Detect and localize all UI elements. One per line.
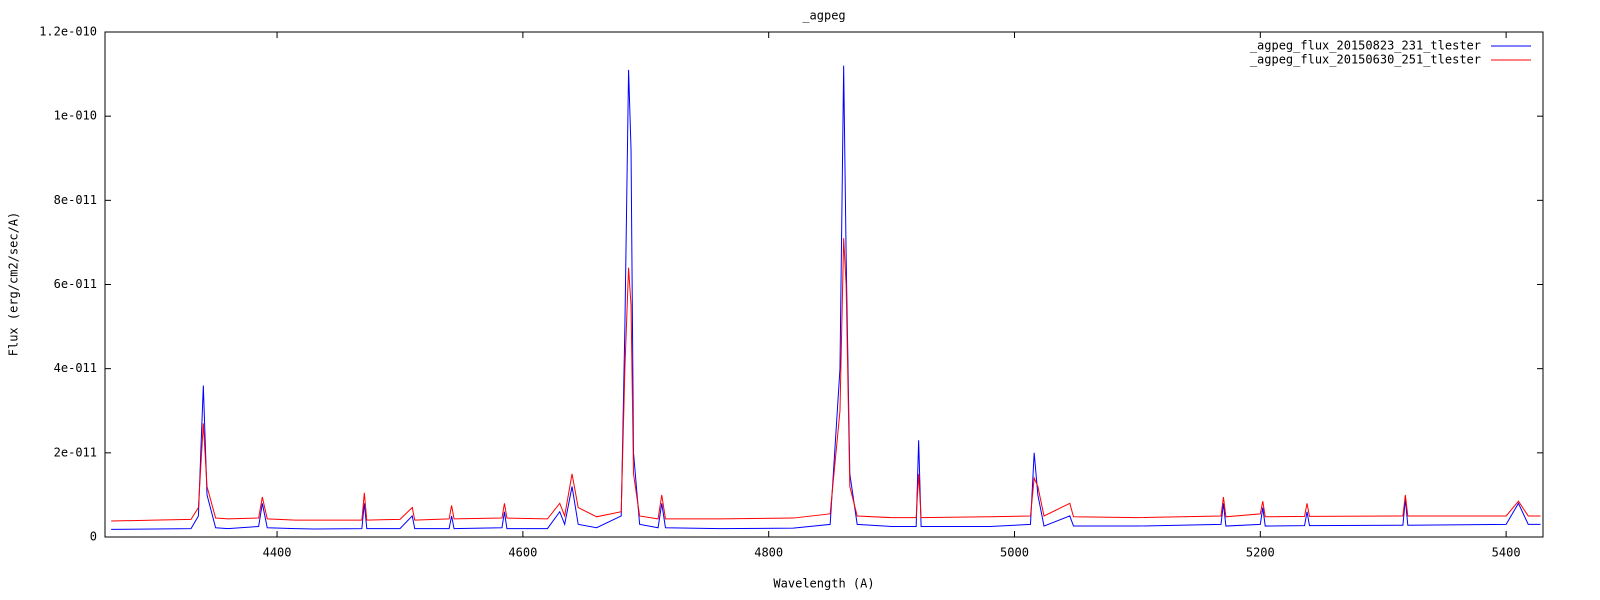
x-axis-label: Wavelength (A) [773, 577, 874, 591]
y-tick-label: 1.2e-010 [39, 25, 97, 39]
x-tick-label: 5400 [1492, 546, 1521, 560]
series-line [111, 238, 1541, 522]
x-tick-label: 5200 [1246, 546, 1275, 560]
y-axis-label: Flux (erg/cm2/sec/A) [7, 212, 21, 357]
x-tick-label: 4600 [508, 546, 537, 560]
x-tick-label: 4400 [263, 546, 292, 560]
legend-label: _agpeg_flux_20150823_231_tlester [1250, 39, 1481, 53]
x-tick-label: 4800 [754, 546, 783, 560]
x-tick-label: 5000 [1000, 546, 1029, 560]
plot-frame [104, 31, 1544, 538]
series-line [111, 65, 1541, 530]
chart-title: _agpeg [802, 9, 845, 23]
y-tick-label: 6e-011 [54, 277, 97, 291]
y-tick-label: 8e-011 [54, 193, 97, 207]
y-tick-label: 1e-010 [54, 109, 97, 123]
y-tick-label: 2e-011 [54, 445, 97, 459]
y-tick-label: 4e-011 [54, 361, 97, 375]
legend-label: _agpeg_flux_20150630_251_tlester [1250, 53, 1481, 67]
y-tick-label: 0 [90, 530, 97, 544]
